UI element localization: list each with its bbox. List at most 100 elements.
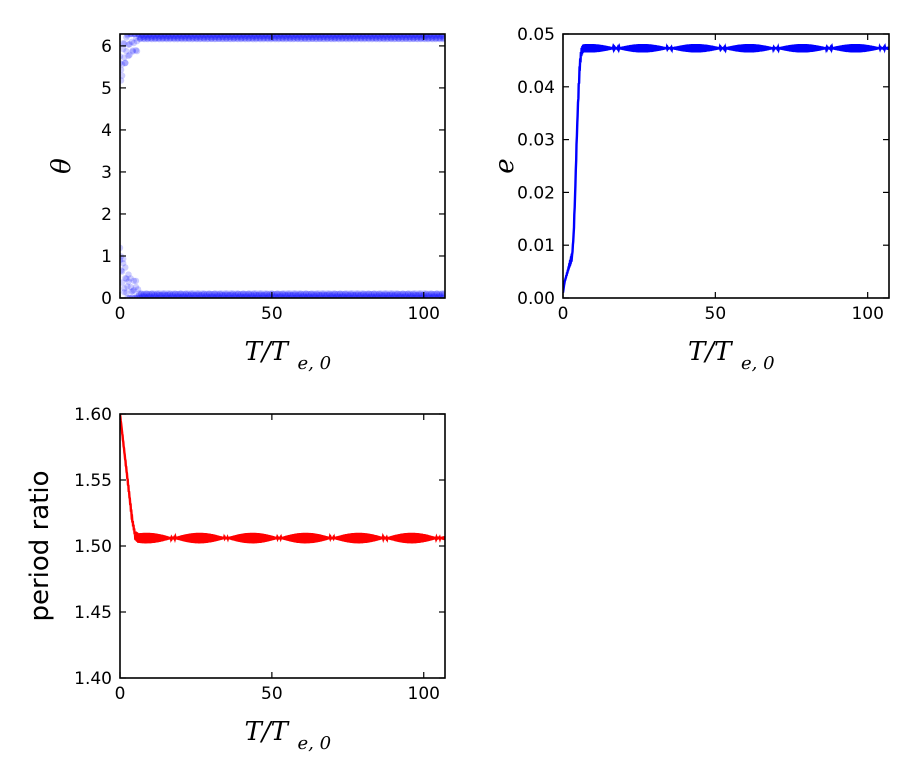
theta-point [156,35,163,43]
theta-point [246,294,253,298]
theta-point [240,34,247,38]
theta-point [332,34,340,42]
theta-point [399,34,406,41]
theta-point [320,290,328,297]
y-tick-label: 1 [101,247,112,267]
theta-point [236,293,244,298]
theta-point [318,34,326,39]
theta-point [148,35,156,43]
theta-point [158,34,165,38]
theta-point [283,292,291,298]
theta-point [182,35,190,42]
y-tick-label: 1.60 [74,405,112,425]
theta-point [247,34,254,38]
theta-point [134,286,142,293]
theta-point [199,34,207,39]
theta-point [378,34,385,38]
theta-point [216,34,224,41]
theta-point [388,290,396,297]
theta-point [143,34,150,38]
x-tick-label: 100 [408,304,440,324]
theta-point [265,293,273,298]
theta-point [169,292,177,298]
y-tick-label: 0 [101,289,112,309]
theta-point [436,293,444,298]
theta-ylabel: θ [47,158,77,174]
theta-point [175,293,182,298]
theta-point [351,34,359,38]
theta-point [323,34,330,38]
theta-point [387,35,395,43]
theta-point [411,34,418,39]
y-tick-label: 4 [101,121,112,141]
theta-point [341,293,348,298]
theta-point [281,34,288,39]
theta-point [370,34,378,38]
theta-point [429,34,436,41]
theta-point [413,294,420,298]
theta-point [280,294,287,298]
theta-point [368,290,376,298]
theta-point [138,290,145,297]
theta-point [283,35,291,42]
theta-point [274,290,281,297]
theta-point [412,34,419,39]
theta-point [319,34,327,41]
theta-point [193,291,200,298]
theta-point [294,35,301,42]
theta-point [256,35,263,42]
theta-point [320,291,328,298]
theta-point [129,288,136,295]
theta-point [252,35,260,43]
theta-point [277,293,284,298]
theta-point [229,290,236,297]
theta-point [223,35,230,43]
theta-point [384,292,392,298]
theta-point [249,292,257,298]
theta-point [258,290,265,297]
theta-point [425,291,432,298]
theta-point [316,291,324,298]
theta-point [210,34,217,39]
theta-point [219,294,227,298]
theta-point [386,34,394,39]
theta-point [202,34,210,38]
theta-point [419,34,427,38]
theta-point [417,35,425,42]
theta-point [258,34,265,40]
theta-point [164,292,172,298]
theta-point [173,293,180,298]
theta-point [413,35,420,43]
theta-point [306,34,313,41]
theta-point [143,34,150,41]
theta-point [374,293,381,298]
theta-point [163,35,170,43]
theta-point [290,290,297,297]
theta-point [198,292,206,298]
theta-point [259,34,266,40]
theta-point [362,293,369,298]
theta-point [227,35,234,43]
theta-point [414,34,421,41]
theta-point [430,293,437,298]
theta-point [193,290,200,297]
period-ratio-marks [120,414,445,544]
theta-point [300,34,308,39]
theta-point [132,35,140,42]
theta-point [327,34,334,40]
theta-point [174,290,181,298]
theta-point [335,293,343,298]
theta-point [144,293,151,298]
theta-point [140,293,147,298]
theta-point [438,290,445,297]
theta-point [277,291,284,298]
theta-point [302,34,310,41]
theta-point [152,292,160,298]
theta-point [328,291,335,298]
theta-point [214,291,222,298]
theta-point [306,293,313,298]
theta-point [275,294,282,298]
theta-point [352,290,360,297]
theta-point [412,291,419,298]
theta-point [191,292,198,298]
